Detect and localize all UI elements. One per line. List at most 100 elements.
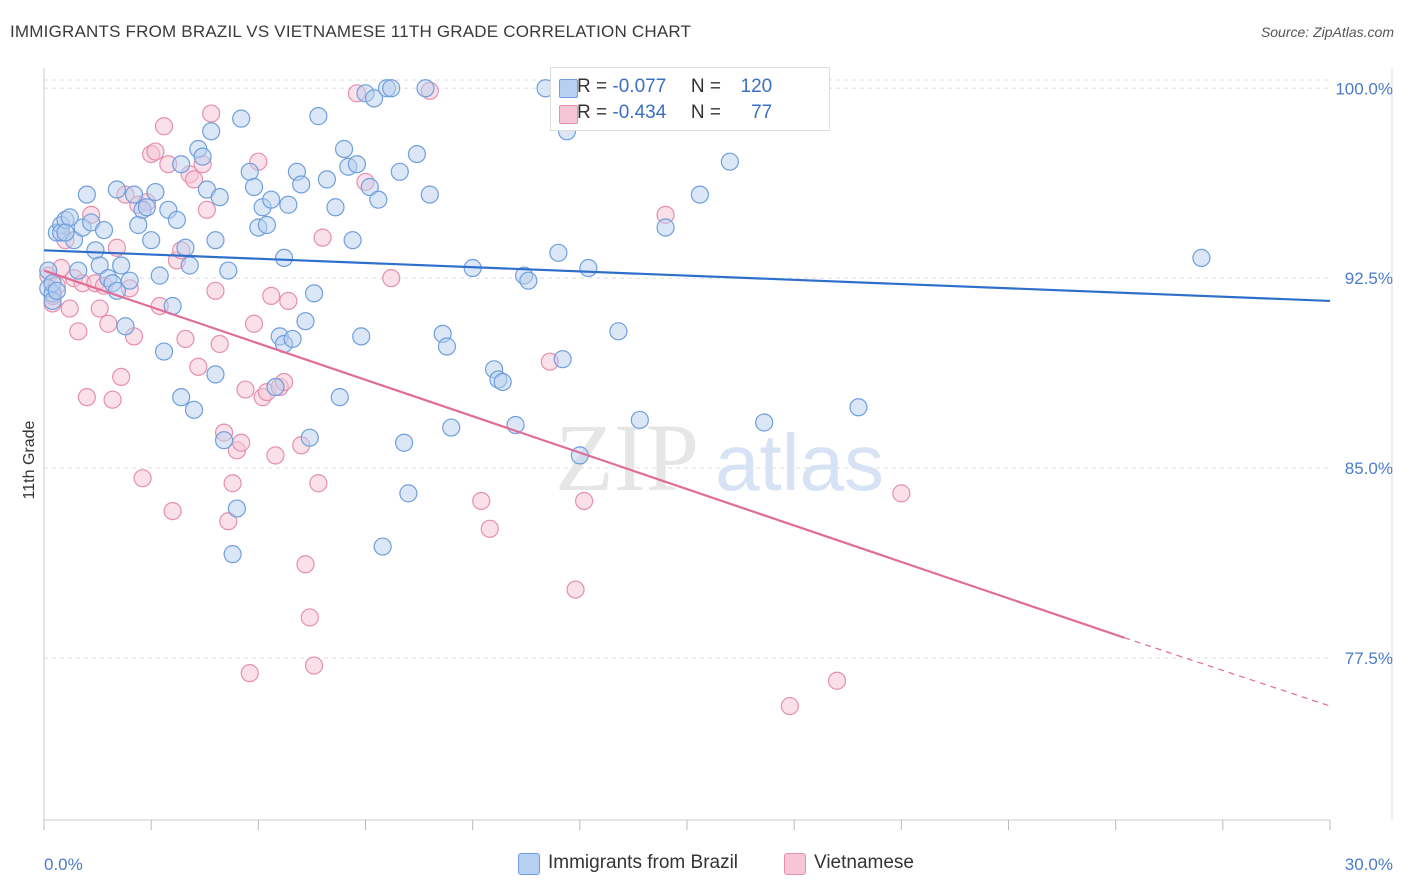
x-tick-label: 30.0% bbox=[1345, 855, 1393, 874]
brazil-point bbox=[309, 107, 328, 126]
vietnamese-point bbox=[103, 390, 122, 409]
brazil-point bbox=[579, 258, 598, 278]
vietnamese-point bbox=[163, 501, 182, 521]
brazil-point bbox=[317, 170, 337, 189]
brazil-point bbox=[399, 484, 418, 503]
brazil-legend-label: Immigrants from Brazil bbox=[548, 852, 739, 873]
vietnamese-point bbox=[69, 322, 88, 341]
vietnamese-point bbox=[472, 491, 491, 511]
brazil-point bbox=[493, 372, 512, 392]
brazil-points bbox=[39, 79, 1211, 564]
brazil-point bbox=[56, 223, 75, 242]
brazil-point bbox=[202, 122, 221, 141]
brazil-point bbox=[244, 177, 264, 197]
vietnamese-point bbox=[313, 228, 332, 247]
brazil-point bbox=[394, 433, 414, 452]
brazil-swatch bbox=[559, 79, 578, 98]
vietnamese-point bbox=[176, 329, 195, 349]
brazil-point bbox=[206, 365, 225, 384]
brazil-point bbox=[849, 398, 868, 417]
brazil-point bbox=[304, 284, 324, 303]
gridlines bbox=[44, 79, 1330, 659]
brazil-point bbox=[519, 271, 538, 290]
brazil-point bbox=[279, 195, 298, 214]
vietnamese-point bbox=[189, 357, 208, 376]
brazil-point bbox=[262, 190, 281, 209]
y-tick-label: 92.5% bbox=[1345, 269, 1393, 288]
brazil-point bbox=[1192, 248, 1211, 267]
stats-legend: R = -0.077 N = 120 R = -0.434 N = 77 bbox=[550, 67, 830, 131]
brazil-point bbox=[630, 410, 649, 430]
vietnamese-point bbox=[266, 446, 285, 465]
brazil-point bbox=[416, 79, 435, 98]
trend-lines bbox=[43, 249, 1331, 707]
brazil-point bbox=[172, 388, 191, 407]
vietnamese-point bbox=[236, 380, 255, 399]
vietnamese-point bbox=[304, 656, 324, 675]
vietnamese-trend-line bbox=[43, 269, 1125, 639]
brazil-point bbox=[167, 210, 186, 230]
brazil-point bbox=[553, 350, 572, 369]
vietnamese-legend-label: Vietnamese bbox=[814, 852, 914, 873]
brazil-point bbox=[150, 266, 169, 285]
brazil-point bbox=[334, 139, 354, 159]
brazil-point bbox=[172, 155, 191, 174]
brazil-point bbox=[112, 256, 131, 275]
y-tick-label: 85.0% bbox=[1345, 459, 1393, 478]
legend-n-label: N = bbox=[690, 76, 721, 97]
brazil-point bbox=[227, 499, 246, 518]
brazil-point bbox=[232, 109, 251, 128]
brazil-point bbox=[755, 413, 774, 432]
vietnamese-point bbox=[296, 555, 315, 574]
brazil-point bbox=[184, 400, 204, 419]
brazil-point bbox=[223, 545, 242, 564]
watermark-atlas: atlas bbox=[715, 418, 884, 507]
brazil-point bbox=[137, 198, 156, 217]
vietnamese-point bbox=[827, 671, 847, 690]
vietnamese-point bbox=[112, 367, 131, 387]
vietnamese-point bbox=[244, 314, 264, 333]
vietnamese-point bbox=[382, 269, 401, 288]
vietnamese-points bbox=[39, 81, 911, 716]
vietnamese-point bbox=[480, 519, 499, 538]
brazil-point bbox=[86, 241, 105, 260]
brazil-point bbox=[90, 256, 109, 275]
vietnamese-point bbox=[566, 580, 585, 599]
chart-title: IMMIGRANTS FROM BRAZIL VS VIETNAMESE 11T… bbox=[10, 22, 692, 41]
vietnamese-r-value: -0.434 bbox=[612, 102, 667, 123]
brazil-point bbox=[176, 238, 195, 257]
vietnamese-point bbox=[232, 433, 251, 452]
vietnamese-point bbox=[154, 117, 174, 136]
brazil-point bbox=[206, 231, 225, 250]
vietnamese-point bbox=[780, 696, 799, 716]
brazil-point bbox=[352, 327, 371, 346]
brazil-point bbox=[77, 185, 96, 204]
brazil-point bbox=[364, 89, 384, 108]
vietnamese-point bbox=[99, 314, 118, 333]
legend-row-brazil: R = -0.077 N = 120 bbox=[559, 76, 772, 100]
brazil-r-value: -0.077 bbox=[612, 76, 667, 97]
vietnamese-point bbox=[90, 299, 109, 318]
y-tick-label: 100.0% bbox=[1335, 79, 1393, 98]
brazil-point bbox=[124, 185, 144, 204]
brazil-point bbox=[210, 188, 229, 207]
brazil-point bbox=[107, 180, 126, 199]
brazil-point bbox=[283, 329, 302, 349]
brazil-point bbox=[107, 281, 126, 300]
legend-row-vietnamese: R = -0.434 N = 77 bbox=[559, 102, 772, 126]
vietnamese-point bbox=[309, 474, 328, 493]
brazil-point bbox=[420, 185, 439, 204]
brazil-point bbox=[193, 147, 212, 166]
vietnamese-point bbox=[206, 281, 225, 300]
vietnamese-trend-extension bbox=[1124, 637, 1331, 707]
brazil-point bbox=[69, 261, 88, 280]
vietnamese-point bbox=[219, 512, 238, 531]
brazil-point bbox=[142, 231, 161, 250]
brazil-point bbox=[146, 182, 165, 202]
brazil-point bbox=[274, 248, 294, 267]
brazil-point bbox=[382, 79, 401, 98]
source-label: Source: ZipAtlas.com bbox=[1260, 24, 1394, 40]
brazil-point bbox=[360, 177, 379, 197]
brazil-point bbox=[240, 162, 259, 181]
legend-r-label: R = bbox=[577, 76, 608, 97]
